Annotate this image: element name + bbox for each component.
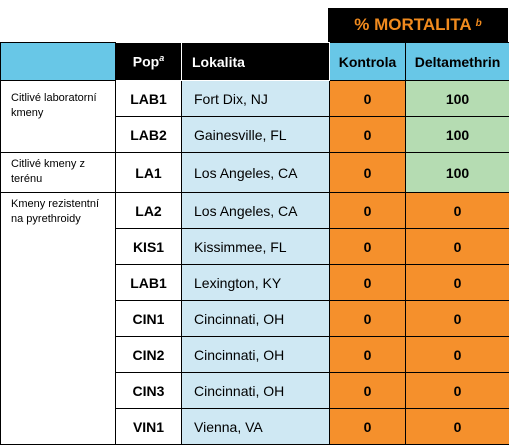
kontrola-cell: 0 (329, 116, 406, 153)
pop-cell: KIS1 (115, 228, 182, 265)
table-row: CIN2 Cincinnati, OH 0 0 (1, 336, 509, 373)
lokalita-cell: Kissimmee, FL (181, 228, 330, 265)
pop-cell: CIN1 (115, 300, 182, 337)
kontrola-cell: 0 (329, 372, 406, 409)
table-row: LAB1 Lexington, KY 0 0 (1, 264, 509, 301)
table-row: Kmeny rezistentní na pyrethroidy LA2 Los… (0, 192, 509, 445)
mortality-footnote-mark: b (475, 17, 482, 29)
table-row: Citlivé kmeny z terénu LA1 Los Angeles, … (0, 152, 509, 193)
lokalita-cell: Lexington, KY (181, 264, 330, 301)
pop-cell: LAB1 (115, 80, 182, 117)
deltamethrin-cell: 0 (405, 300, 509, 337)
group-label: Citlivé laboratorní kmeny (0, 80, 116, 153)
header-lokalita: Lokalita (181, 42, 330, 81)
pop-cell: CIN2 (115, 336, 182, 373)
kontrola-cell: 0 (329, 408, 406, 445)
mortality-title: % MORTALITA (354, 15, 472, 34)
deltamethrin-cell: 0 (405, 372, 509, 409)
group-label: Citlivé kmeny z terénu (0, 152, 116, 193)
lokalita-cell: Cincinnati, OH (181, 336, 330, 373)
deltamethrin-cell: 100 (405, 80, 509, 117)
lokalita-cell: Gainesville, FL (181, 116, 330, 153)
table-row: Citlivé laboratorní kmeny LAB1 Fort Dix,… (0, 80, 509, 153)
table-row: KIS1 Kissimmee, FL 0 0 (1, 228, 509, 265)
lokalita-cell: Vienna, VA (181, 408, 330, 445)
pop-cell: LA1 (115, 152, 182, 193)
lokalita-cell: Fort Dix, NJ (181, 80, 330, 117)
kontrola-cell: 0 (329, 80, 406, 117)
header-deltamethrin: Deltamethrin (405, 42, 509, 81)
table-row: LAB2 Gainesville, FL 0 100 (1, 116, 509, 153)
pop-cell: LA2 (115, 192, 182, 229)
lokalita-cell: Cincinnati, OH (181, 300, 330, 337)
pop-cell: VIN1 (115, 408, 182, 445)
header-pop: Popa (115, 42, 182, 81)
pop-cell: LAB1 (115, 264, 182, 301)
deltamethrin-cell: 0 (405, 408, 509, 445)
lokalita-cell: Cincinnati, OH (181, 372, 330, 409)
pop-cell: CIN3 (115, 372, 182, 409)
pop-cell: LAB2 (115, 116, 182, 153)
lokalita-cell: Los Angeles, CA (181, 152, 330, 193)
deltamethrin-cell: 0 (405, 336, 509, 373)
table-header-row: Popa Lokalita Kontrola Deltamethrin (0, 42, 509, 81)
group-label: Kmeny rezistentní na pyrethroidy (0, 192, 116, 445)
kontrola-cell: 0 (329, 192, 406, 229)
mortality-header: % MORTALITA b (328, 8, 508, 42)
lokalita-cell: Los Angeles, CA (181, 192, 330, 229)
mortality-table: Popa Lokalita Kontrola Deltamethrin Citl… (0, 42, 509, 445)
deltamethrin-cell: 0 (405, 192, 509, 229)
header-group-blank (0, 42, 116, 81)
header-kontrola: Kontrola (329, 42, 406, 81)
deltamethrin-cell: 0 (405, 228, 509, 265)
deltamethrin-cell: 0 (405, 264, 509, 301)
kontrola-cell: 0 (329, 264, 406, 301)
deltamethrin-cell: 100 (405, 152, 509, 193)
kontrola-cell: 0 (329, 336, 406, 373)
deltamethrin-cell: 100 (405, 116, 509, 153)
kontrola-cell: 0 (329, 152, 406, 193)
table-row: VIN1 Vienna, VA 0 0 (1, 408, 509, 445)
kontrola-cell: 0 (329, 300, 406, 337)
kontrola-cell: 0 (329, 228, 406, 265)
